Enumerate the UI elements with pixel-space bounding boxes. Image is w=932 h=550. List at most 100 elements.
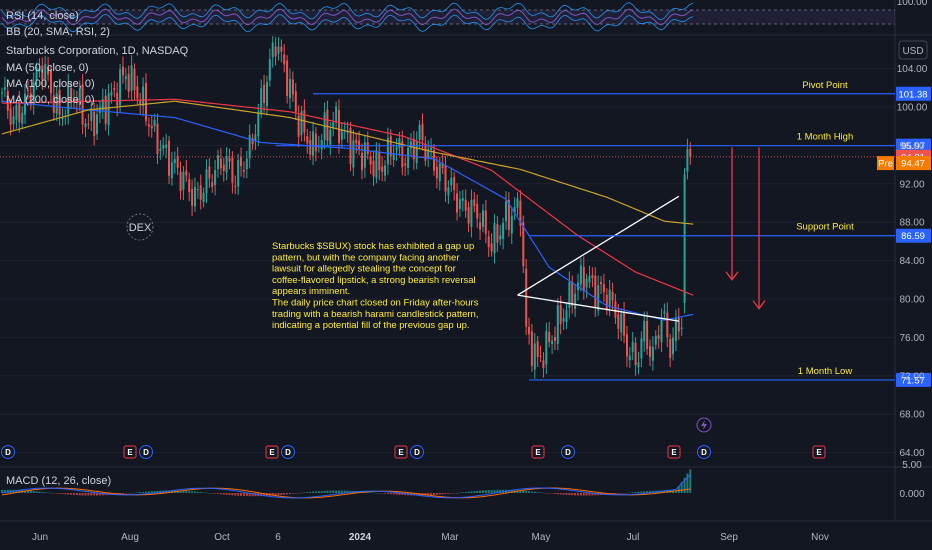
candle-body — [467, 207, 470, 224]
candle-body — [251, 138, 254, 145]
candle-body — [35, 68, 38, 81]
candle-body — [559, 305, 562, 324]
news-marker[interactable] — [696, 417, 712, 433]
level-price-tag — [896, 86, 931, 101]
macd-line — [1, 474, 691, 499]
macd-histogram-bar — [372, 492, 375, 493]
macd-histogram-bar — [484, 490, 487, 493]
candle-body — [412, 138, 415, 160]
dividend-marker[interactable] — [1, 445, 15, 459]
candle-body — [539, 355, 542, 357]
candle-body — [335, 106, 338, 122]
macd-histogram-bar — [136, 492, 139, 493]
earnings-marker-label: E — [127, 448, 133, 457]
macd-histogram-bar — [487, 490, 490, 493]
macd-histogram-bar — [545, 493, 548, 494]
trend-line-2[interactable] — [517, 294, 679, 322]
candle-body — [554, 337, 556, 341]
level-label: Pivot Point — [802, 80, 848, 91]
macd-histogram-bar — [444, 493, 447, 495]
candle-body — [657, 335, 660, 339]
earnings-marker[interactable] — [531, 445, 545, 459]
earnings-marker[interactable] — [812, 445, 826, 459]
macd-histogram-bar — [168, 490, 170, 493]
candle-body — [61, 118, 64, 119]
macd-histogram-bar — [672, 490, 674, 493]
candle-body — [15, 105, 18, 120]
earnings-marker[interactable] — [394, 445, 408, 459]
candle-body — [458, 199, 461, 209]
watermark-text: DEX — [129, 222, 152, 234]
candle-body — [496, 224, 499, 243]
macd-histogram-bar — [309, 491, 312, 493]
dividend-marker[interactable] — [697, 445, 711, 459]
candle-body — [309, 140, 312, 155]
level-price-tag-text: 71.57 — [901, 375, 925, 386]
candle-body — [338, 109, 340, 144]
time-axis-label: May — [532, 532, 551, 543]
candle-body — [266, 81, 268, 107]
dividend-marker[interactable] — [410, 445, 424, 459]
time-axis-label: Mar — [441, 532, 459, 543]
macd-histogram-bar — [476, 490, 479, 493]
candle-body — [294, 91, 297, 112]
candle-body — [6, 91, 9, 111]
candle-body — [1, 92, 3, 94]
macd-histogram-bar — [649, 490, 651, 493]
macd-histogram-bar — [64, 493, 67, 495]
macd-histogram-bar — [574, 493, 577, 496]
currency-button[interactable] — [898, 40, 928, 60]
candle-body — [579, 265, 582, 285]
macd-histogram-bar — [294, 493, 297, 494]
candle-body — [571, 281, 574, 306]
trend-line-1[interactable] — [517, 195, 680, 296]
candle-body — [499, 235, 502, 240]
candle-body — [312, 131, 314, 156]
earnings-marker[interactable] — [667, 445, 681, 459]
candle-body — [346, 131, 349, 133]
candle-body — [493, 223, 496, 254]
macd-histogram-bar — [530, 491, 533, 493]
candle-body — [274, 46, 277, 57]
symbol-title: Starbucks Corporation, 1D, NASDAQ — [6, 45, 189, 57]
macd-histogram-bar — [338, 490, 340, 493]
macd-histogram-bar — [539, 492, 542, 493]
macd-histogram-bar — [75, 493, 78, 496]
candle-body — [297, 115, 300, 137]
candle-body — [545, 330, 548, 365]
candle-body — [26, 90, 29, 91]
macd-histogram-bar — [490, 490, 493, 493]
macd-histogram-bar — [211, 493, 214, 494]
macd-histogram-bar — [185, 491, 188, 493]
candle-body — [153, 119, 156, 127]
macd-histogram-bar — [447, 493, 450, 494]
annotation-line: pattern, but with the company facing ano… — [272, 252, 459, 263]
dividend-marker-label: D — [565, 448, 571, 457]
dividend-marker[interactable] — [139, 445, 153, 459]
candle-body — [283, 54, 286, 65]
candle-body — [179, 171, 182, 192]
macd-histogram-bar — [554, 493, 556, 494]
macd-histogram-bar — [522, 490, 525, 493]
dividend-marker[interactable] — [281, 445, 295, 459]
candle-body — [522, 222, 525, 266]
candle-body — [168, 140, 170, 176]
macd-histogram-bar — [507, 489, 510, 493]
macd-histogram-bar — [450, 493, 453, 494]
macd-histogram-bar — [435, 493, 438, 495]
macd-histogram-bar — [634, 492, 637, 493]
macd-histogram-bar — [217, 493, 219, 494]
candle-body — [386, 138, 389, 165]
earnings-marker[interactable] — [123, 445, 137, 459]
candle-body — [683, 174, 686, 303]
candle-body — [663, 311, 666, 314]
macd-histogram-bar — [67, 493, 70, 495]
candle-body — [116, 92, 119, 106]
macd-histogram-bar — [585, 493, 588, 496]
earnings-marker[interactable] — [265, 445, 279, 459]
dividend-marker[interactable] — [561, 445, 575, 459]
macd-histogram-bar — [277, 493, 280, 496]
candle-body — [490, 243, 493, 252]
candle-body — [525, 268, 528, 327]
